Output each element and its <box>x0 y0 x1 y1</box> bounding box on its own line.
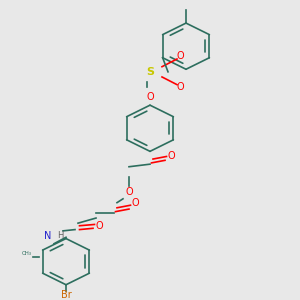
Text: Br: Br <box>61 290 71 300</box>
Text: O: O <box>176 82 184 92</box>
Text: O: O <box>167 152 175 161</box>
Text: S: S <box>146 67 154 77</box>
Text: N: N <box>44 231 52 241</box>
Text: O: O <box>176 51 184 62</box>
Text: O: O <box>131 198 139 208</box>
Text: O: O <box>125 188 133 197</box>
Text: CH₃: CH₃ <box>22 251 32 256</box>
Text: O: O <box>146 92 154 103</box>
Text: O: O <box>95 221 103 231</box>
Text: H: H <box>57 232 63 241</box>
